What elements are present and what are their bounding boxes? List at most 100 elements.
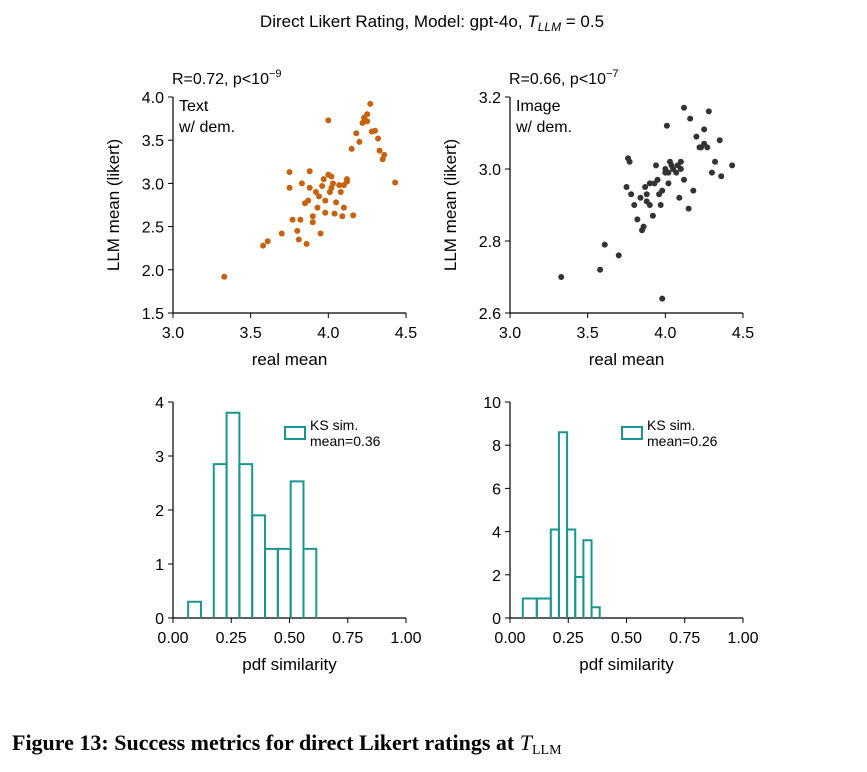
data-point xyxy=(654,176,661,183)
data-point xyxy=(260,242,267,249)
data-point xyxy=(331,210,338,217)
histogram-bar xyxy=(251,514,267,618)
data-point xyxy=(343,178,350,185)
data-point xyxy=(317,230,324,237)
data-point xyxy=(319,182,326,189)
y-tick-label: 2 xyxy=(492,568,501,585)
data-point xyxy=(359,119,366,126)
x-tick-label: 4.0 xyxy=(317,325,339,342)
y-tick-label: 3.2 xyxy=(479,90,501,107)
y-tick-label: 3.0 xyxy=(142,176,164,193)
x-tick-label: 3.0 xyxy=(499,325,521,342)
histogram-bar xyxy=(566,528,577,618)
data-point xyxy=(690,187,697,194)
data-point xyxy=(314,204,321,211)
data-point xyxy=(677,158,684,165)
data-point xyxy=(289,216,296,223)
histogram-bar xyxy=(535,597,552,618)
y-tick-label: 2.6 xyxy=(479,306,501,323)
y-tick-label: 2 xyxy=(155,503,164,520)
x-tick-label: 0.00 xyxy=(157,630,188,647)
data-point xyxy=(381,151,388,158)
data-point xyxy=(339,213,346,220)
histogram-bar xyxy=(264,547,279,618)
data-point xyxy=(623,184,630,190)
histogram-bar xyxy=(557,431,569,618)
data-point xyxy=(392,179,399,186)
y-tick-label: 4 xyxy=(492,525,501,542)
data-point xyxy=(309,213,316,220)
data-point xyxy=(634,216,641,223)
y-tick-label: 2.8 xyxy=(479,234,501,251)
data-point xyxy=(278,230,285,237)
y-tick-label: 2.0 xyxy=(142,263,164,280)
y-tick-label: 6 xyxy=(492,481,501,498)
x-tick-label: 0.50 xyxy=(611,630,642,647)
data-point xyxy=(615,252,622,259)
histogram-bar xyxy=(276,547,292,618)
data-point xyxy=(221,273,228,280)
data-point xyxy=(306,184,313,191)
x-axis-label: real mean xyxy=(589,350,665,369)
data-point xyxy=(646,202,653,208)
data-point xyxy=(298,180,305,187)
data-point xyxy=(322,197,329,204)
y-axis-label: LLM mean (likert) xyxy=(441,139,460,271)
data-point xyxy=(309,219,316,226)
x-tick-label: 0.00 xyxy=(494,630,525,647)
data-point xyxy=(303,240,310,247)
data-point xyxy=(264,238,271,245)
data-point xyxy=(680,104,687,111)
histogram-panel-image: 0.00 0.25 0.50 0.75 1.00 0 2 4 6 8 10 pdf similarit… xyxy=(483,395,758,674)
legend-label: mean=0.36 xyxy=(310,433,381,449)
y-tick-label: 4 xyxy=(155,395,164,412)
data-point xyxy=(364,111,371,118)
data-point xyxy=(350,212,357,219)
data-point xyxy=(676,194,683,201)
y-tick-label: 2.5 xyxy=(142,220,164,237)
caption-text: Figure 13: Success metrics for direct Li… xyxy=(12,730,520,755)
data-point xyxy=(628,191,635,198)
histogram-bar xyxy=(187,600,202,618)
data-point xyxy=(375,135,382,142)
histogram-bar xyxy=(582,539,593,618)
histogram-bar xyxy=(238,463,254,618)
data-point xyxy=(340,204,347,211)
data-point xyxy=(286,184,293,191)
y-tick-label: 3.5 xyxy=(142,133,164,150)
data-point xyxy=(328,173,335,180)
data-point xyxy=(701,126,708,133)
y-tick-label: 3.0 xyxy=(479,162,501,179)
data-point xyxy=(677,166,684,172)
histogram-bar xyxy=(225,411,241,618)
y-tick-label: 0 xyxy=(155,611,164,628)
data-point xyxy=(337,189,344,196)
data-point xyxy=(687,115,694,122)
figure-canvas: Direct Likert Rating, Model: gpt-4o, TLL… xyxy=(104,12,759,674)
data-point xyxy=(367,100,374,107)
stat-label: R=0.72, p<10−9 xyxy=(172,68,282,88)
x-tick-label: 0.75 xyxy=(669,630,700,647)
y-tick-label: 1 xyxy=(155,557,164,574)
x-tick-label: 0.75 xyxy=(332,630,363,647)
data-point xyxy=(297,216,304,223)
data-point xyxy=(558,274,565,280)
x-tick-label: 4.5 xyxy=(732,325,754,342)
data-point xyxy=(356,138,363,145)
data-point xyxy=(712,158,719,165)
data-point xyxy=(353,130,360,137)
data-point xyxy=(306,168,313,175)
data-point xyxy=(640,223,647,230)
x-tick-label: 0.50 xyxy=(274,630,305,647)
data-point xyxy=(626,158,633,165)
histogram-bar xyxy=(289,480,305,618)
x-tick-label: 1.00 xyxy=(390,630,421,647)
histogram-bar xyxy=(590,606,601,618)
stat-label: R=0.66, p<10−7 xyxy=(509,68,619,88)
x-axis-label: pdf similarity xyxy=(242,655,337,674)
data-point xyxy=(673,169,680,176)
data-point xyxy=(704,144,711,151)
histogram-bar xyxy=(302,547,318,618)
histogram-bar xyxy=(212,463,228,618)
x-tick-label: 4.5 xyxy=(395,325,417,342)
